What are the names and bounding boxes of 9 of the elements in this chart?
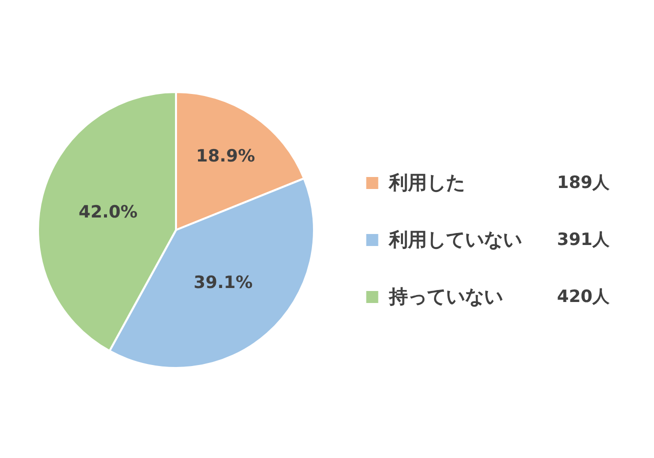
text: 189人 [557, 173, 610, 193]
data-label: 42.0% [78, 202, 138, 223]
legend-label: 利用していない [388, 229, 522, 251]
legend-label: 利用した [388, 172, 465, 194]
data-label: 18.9% [196, 146, 255, 167]
legend-label: 持っていない [388, 286, 503, 308]
text: 420人 [557, 287, 610, 307]
data-label: 39.1% [194, 273, 253, 294]
text: 391人 [557, 230, 610, 250]
